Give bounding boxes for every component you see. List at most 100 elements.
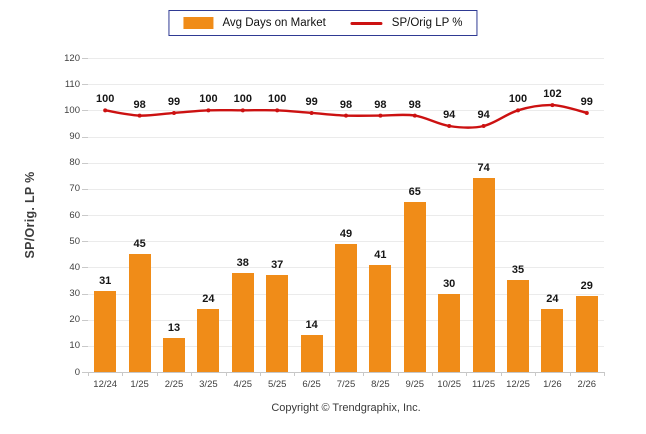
x-tick-mark (260, 372, 261, 376)
y-tick-mark (82, 267, 88, 269)
x-tick-label: 12/24 (93, 379, 118, 390)
y-tick-label: 90 (69, 131, 80, 142)
bar-value-label: 45 (133, 238, 146, 251)
bar (266, 275, 289, 372)
gridline (88, 162, 604, 164)
y-tick-mark (82, 162, 88, 164)
y-tick-label: 60 (69, 209, 80, 221)
bar (94, 290, 117, 372)
bar (403, 201, 426, 372)
line-point-marker (481, 124, 486, 129)
line-value-label: 98 (133, 98, 146, 111)
y-tick-mark (82, 136, 88, 138)
y-tick-label: 100 (64, 104, 80, 116)
line-point-marker (137, 113, 142, 118)
bar (369, 264, 392, 372)
x-tick-label: 7/25 (336, 379, 356, 390)
x-tick-label: 2/26 (577, 379, 597, 390)
x-tick-mark (88, 372, 89, 376)
copyright-text: Copyright © Trendgraphix, Inc. (271, 402, 421, 414)
x-tick-mark (466, 372, 468, 376)
x-tick-mark (604, 372, 605, 376)
y-tick-label: 20 (69, 314, 80, 326)
bar (300, 335, 323, 372)
bar-value-label: 31 (99, 274, 112, 287)
gridline (88, 84, 604, 86)
gridline (88, 58, 604, 59)
line-value-label: 94 (477, 109, 490, 122)
x-tick-label: 1/26 (543, 379, 562, 390)
bar-value-label: 24 (202, 293, 215, 306)
bar (163, 337, 185, 372)
x-tick-mark (535, 372, 537, 376)
y-tick-mark (82, 293, 88, 295)
bar-value-label: 24 (546, 293, 559, 306)
line-value-label: 94 (443, 109, 456, 122)
bar-value-label: 35 (511, 264, 525, 277)
bar-series-legend-label: Avg Days on Market (222, 17, 326, 29)
line-value-label: 100 (268, 93, 287, 106)
line-value-label: 100 (199, 93, 218, 106)
line-point-marker (309, 110, 314, 115)
x-tick-mark (397, 372, 399, 376)
line-value-label: 98 (374, 98, 387, 111)
line-series-swatch (350, 21, 383, 25)
gridline (88, 188, 604, 190)
bar-value-label: 74 (477, 162, 490, 175)
x-tick-label: 10/25 (437, 379, 462, 390)
x-tick-label: 8/25 (371, 379, 390, 390)
line-point-marker (412, 113, 417, 118)
bar (438, 293, 461, 372)
x-tick-label: 1/25 (130, 379, 149, 390)
x-tick-label: 6/25 (302, 379, 321, 390)
y-tick-mark (82, 241, 88, 243)
y-tick-label: 70 (69, 183, 80, 195)
gridline (88, 215, 604, 216)
gridline (88, 136, 604, 138)
line-point-marker (584, 110, 589, 115)
x-tick-label: 9/25 (405, 379, 425, 390)
y-tick-mark (82, 58, 88, 59)
line-point-marker (550, 103, 555, 108)
line-series-legend-label: SP/Orig LP % (391, 17, 463, 29)
y-tick-label: 40 (69, 261, 80, 273)
line-point-marker (378, 113, 383, 118)
y-tick-mark (82, 319, 88, 321)
x-tick-mark (569, 372, 571, 376)
y-tick-mark (82, 345, 88, 347)
bar-value-label: 41 (374, 248, 387, 261)
x-tick-label: 5/25 (267, 379, 287, 390)
bar (128, 254, 151, 372)
line-point-marker (344, 113, 348, 118)
bar-value-label: 13 (167, 321, 181, 334)
x-tick-label: 3/25 (199, 379, 218, 390)
x-tick-mark (122, 372, 124, 376)
x-tick-label: 4/25 (233, 379, 253, 390)
x-tick-mark (363, 372, 365, 376)
y-tick-mark (82, 215, 88, 216)
bar (231, 272, 254, 372)
bar (472, 178, 495, 372)
bar (335, 243, 357, 372)
y-tick-label: 10 (69, 340, 80, 352)
bar-value-label: 30 (443, 277, 456, 290)
line-value-label: 100 (96, 93, 115, 106)
line-value-label: 102 (543, 88, 562, 101)
y-tick-label: 50 (69, 235, 80, 247)
x-tick-label: 11/25 (472, 379, 496, 390)
bar-value-label: 37 (271, 259, 284, 272)
gridline (88, 241, 604, 243)
x-tick-label: 2/25 (164, 379, 184, 390)
bar-value-label: 65 (408, 185, 421, 198)
x-tick-mark (294, 372, 296, 376)
y-tick-mark (82, 372, 88, 373)
bar-series-swatch (183, 17, 214, 29)
line-value-label: 100 (508, 93, 528, 106)
y-tick-label: 0 (74, 366, 80, 378)
y-tick-label: 110 (64, 78, 80, 90)
y-tick-mark (82, 84, 88, 86)
y-tick-label: 30 (69, 288, 80, 299)
y-tick-mark (82, 110, 88, 112)
line-value-label: 98 (408, 98, 421, 111)
